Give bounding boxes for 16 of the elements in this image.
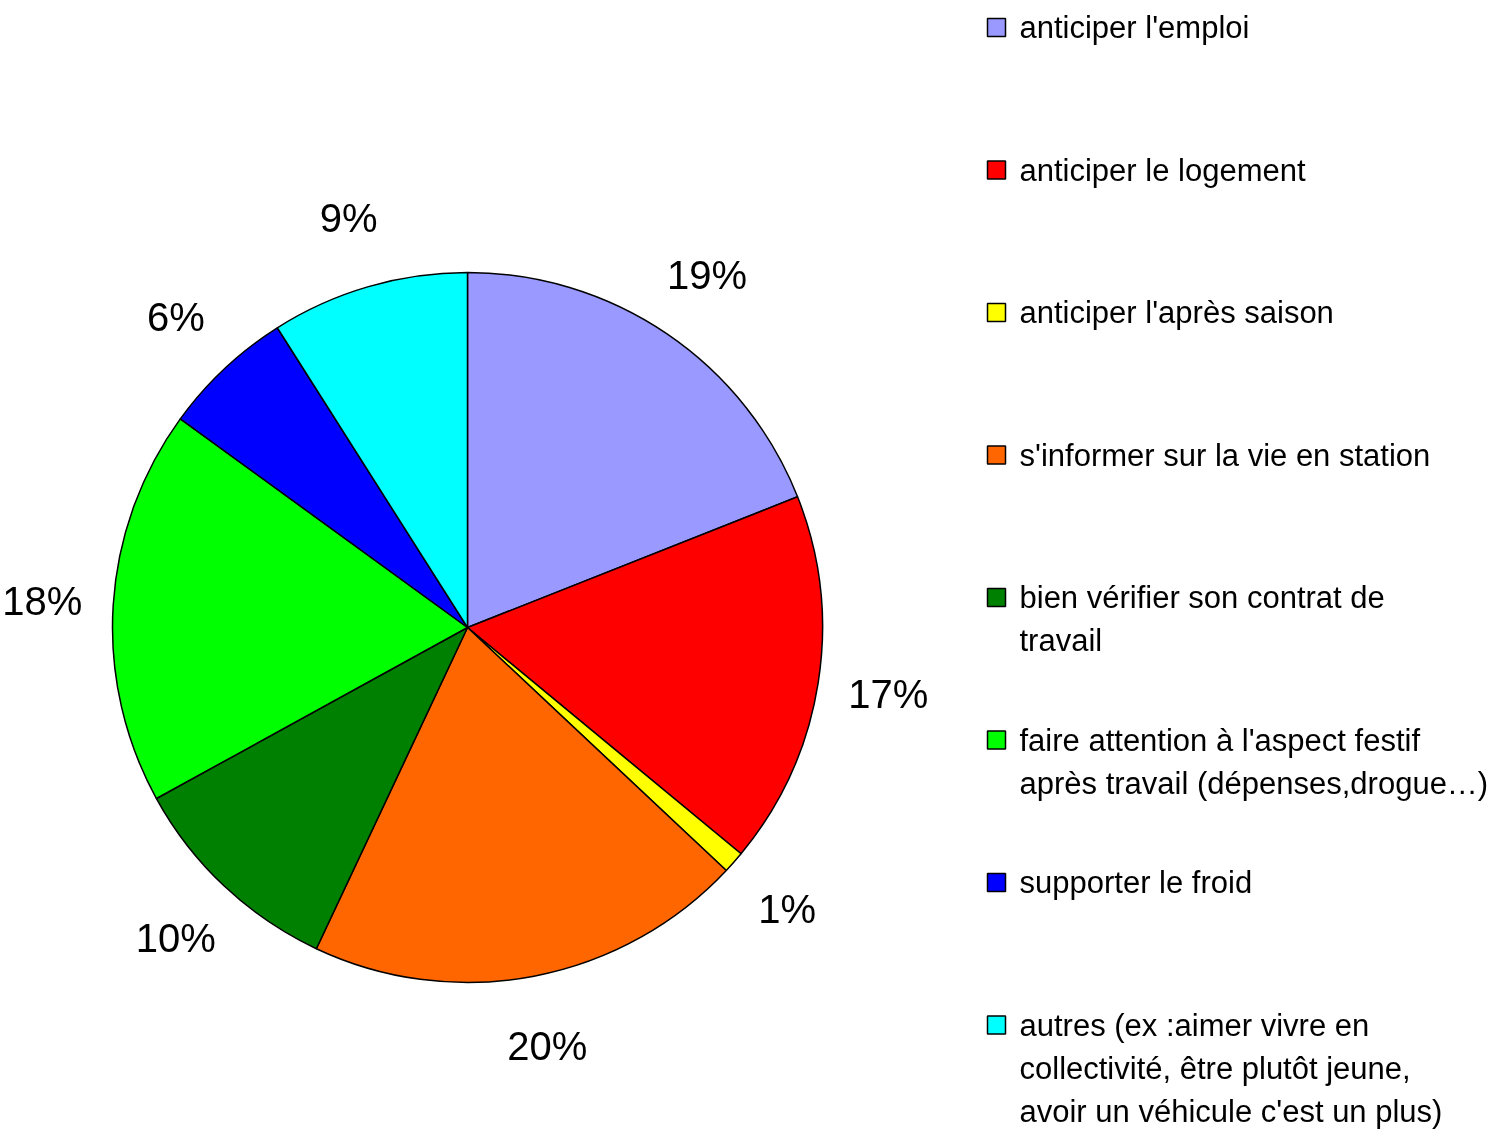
data-label: 1%: [758, 887, 816, 932]
legend-label: bien vérifier son contrat de travail: [1019, 580, 1385, 658]
data-label: 19%: [666, 253, 747, 298]
legend-label: anticiper l'après saison: [1019, 295, 1334, 330]
legend-label: supporter le froid: [1019, 865, 1253, 900]
data-label: 10%: [135, 916, 216, 961]
legend-label: anticiper le logement: [1019, 152, 1306, 188]
data-label: 17%: [848, 672, 929, 717]
data-label: 20%: [507, 1023, 588, 1068]
data-label: 9%: [319, 196, 378, 241]
legend-label: autres (ex :aimer vivre en collectivité, être plutôt jeune, avoir un véhicule c'est un plus): [1019, 1007, 1443, 1129]
legend-label: s'informer sur la vie en station: [1019, 437, 1431, 473]
data-label: 6%: [146, 294, 205, 339]
legend-label: anticiper l'emploi: [1019, 10, 1250, 45]
data-label: 18%: [2, 578, 83, 623]
legend-label: faire attention à l'aspect festif après travail (dépenses,drogue…): [1019, 722, 1489, 801]
